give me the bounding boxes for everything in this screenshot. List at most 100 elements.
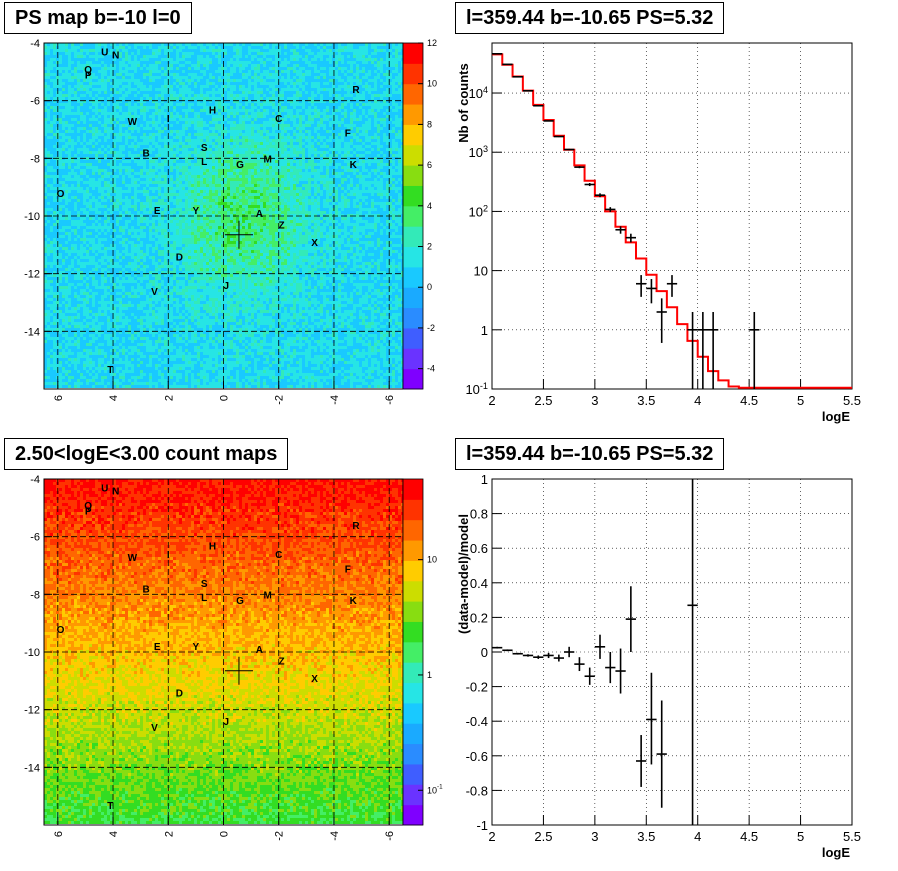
heatmap-cell xyxy=(74,58,77,61)
heatmap-cell xyxy=(299,79,302,82)
heatmap-cell xyxy=(353,79,356,82)
heatmap-cell xyxy=(77,49,80,52)
heatmap-cell xyxy=(215,67,218,70)
heatmap-cell xyxy=(95,91,98,94)
heatmap-cell xyxy=(284,91,287,94)
heatmap-cell xyxy=(80,112,83,115)
heatmap-cell xyxy=(179,94,182,97)
heatmap-cell xyxy=(182,139,185,142)
heatmap-cell xyxy=(338,154,341,157)
heatmap-cell xyxy=(368,124,371,127)
heatmap-cell xyxy=(383,85,386,88)
heatmap-cell xyxy=(86,112,89,115)
heatmap-cell xyxy=(296,61,299,64)
heatmap-cell xyxy=(371,124,374,127)
heatmap-cell xyxy=(272,109,275,112)
heatmap-cell xyxy=(203,106,206,109)
heatmap-cell xyxy=(338,100,341,103)
heatmap-cell xyxy=(335,148,338,151)
heatmap-cell xyxy=(194,70,197,73)
heatmap-cell xyxy=(347,46,350,49)
heatmap-cell xyxy=(134,64,137,67)
heatmap-cell xyxy=(227,127,230,130)
heatmap-cell xyxy=(302,88,305,91)
heatmap-cell xyxy=(191,76,194,79)
heatmap-cell xyxy=(107,115,110,118)
heatmap-cell xyxy=(137,103,140,106)
heatmap-cell xyxy=(143,70,146,73)
heatmap-cell xyxy=(71,94,74,97)
heatmap-cell xyxy=(170,160,173,163)
heatmap-cell xyxy=(221,85,224,88)
heatmap-cell xyxy=(356,142,359,145)
heatmap-cell xyxy=(389,121,392,124)
heatmap-cell xyxy=(320,76,323,79)
heatmap-cell xyxy=(251,55,254,58)
heatmap-cell xyxy=(140,133,143,136)
heatmap-cell xyxy=(65,52,68,55)
heatmap-cell xyxy=(215,73,218,76)
heatmap-cell xyxy=(158,163,161,166)
heatmap-cell xyxy=(215,154,218,157)
heatmap-cell xyxy=(164,67,167,70)
heatmap-cell xyxy=(65,145,68,148)
heatmap-cell xyxy=(383,124,386,127)
heatmap-cell xyxy=(383,94,386,97)
heatmap-cell xyxy=(242,52,245,55)
heatmap-cell xyxy=(263,58,266,61)
heatmap-cell xyxy=(218,139,221,142)
heatmap-cell xyxy=(92,115,95,118)
heatmap-cell xyxy=(131,163,134,166)
heatmap-cell xyxy=(221,49,224,52)
heatmap-cell xyxy=(290,133,293,136)
heatmap-cell xyxy=(230,157,233,160)
heatmap-cell xyxy=(209,46,212,49)
heatmap-cell xyxy=(257,70,260,73)
heatmap-cell xyxy=(236,136,239,139)
heatmap-cell xyxy=(356,52,359,55)
heatmap-cell xyxy=(236,88,239,91)
heatmap-cell xyxy=(275,154,278,157)
heatmap-cell xyxy=(137,163,140,166)
heatmap-cell xyxy=(356,133,359,136)
heatmap-cell xyxy=(389,103,392,106)
heatmap-cell xyxy=(353,52,356,55)
heatmap-cell xyxy=(170,118,173,121)
heatmap-cell xyxy=(182,124,185,127)
heatmap-cell xyxy=(386,115,389,118)
heatmap-cell xyxy=(101,67,104,70)
heatmap-cell xyxy=(362,118,365,121)
heatmap-cell xyxy=(134,85,137,88)
heatmap-cell xyxy=(236,115,239,118)
heatmap-cell xyxy=(110,148,113,151)
heatmap-cell xyxy=(149,166,152,169)
heatmap-cell xyxy=(233,139,236,142)
heatmap-cell xyxy=(170,49,173,52)
heatmap-cell xyxy=(110,70,113,73)
heatmap-cell xyxy=(212,133,215,136)
heatmap-cell xyxy=(212,121,215,124)
heatmap-cell xyxy=(146,106,149,109)
heatmap-cell xyxy=(347,52,350,55)
heatmap-cell xyxy=(320,136,323,139)
heatmap-cell xyxy=(371,49,374,52)
heatmap-cell xyxy=(395,79,398,82)
heatmap-cell xyxy=(188,49,191,52)
heatmap-cell xyxy=(173,55,176,58)
heatmap-cell xyxy=(53,133,56,136)
heatmap-cell xyxy=(335,145,338,148)
heatmap-cell xyxy=(299,55,302,58)
heatmap-cell xyxy=(371,94,374,97)
heatmap-cell xyxy=(341,70,344,73)
heatmap-cell xyxy=(227,118,230,121)
heatmap-cell xyxy=(140,145,143,148)
heatmap-cell xyxy=(206,52,209,55)
heatmap-cell xyxy=(143,163,146,166)
heatmap-cell xyxy=(188,136,191,139)
heatmap-cell xyxy=(59,103,62,106)
heatmap-cell xyxy=(62,58,65,61)
heatmap-cell xyxy=(359,76,362,79)
heatmap-cell xyxy=(68,148,71,151)
heatmap-cell xyxy=(149,133,152,136)
heatmap-cell xyxy=(125,160,128,163)
